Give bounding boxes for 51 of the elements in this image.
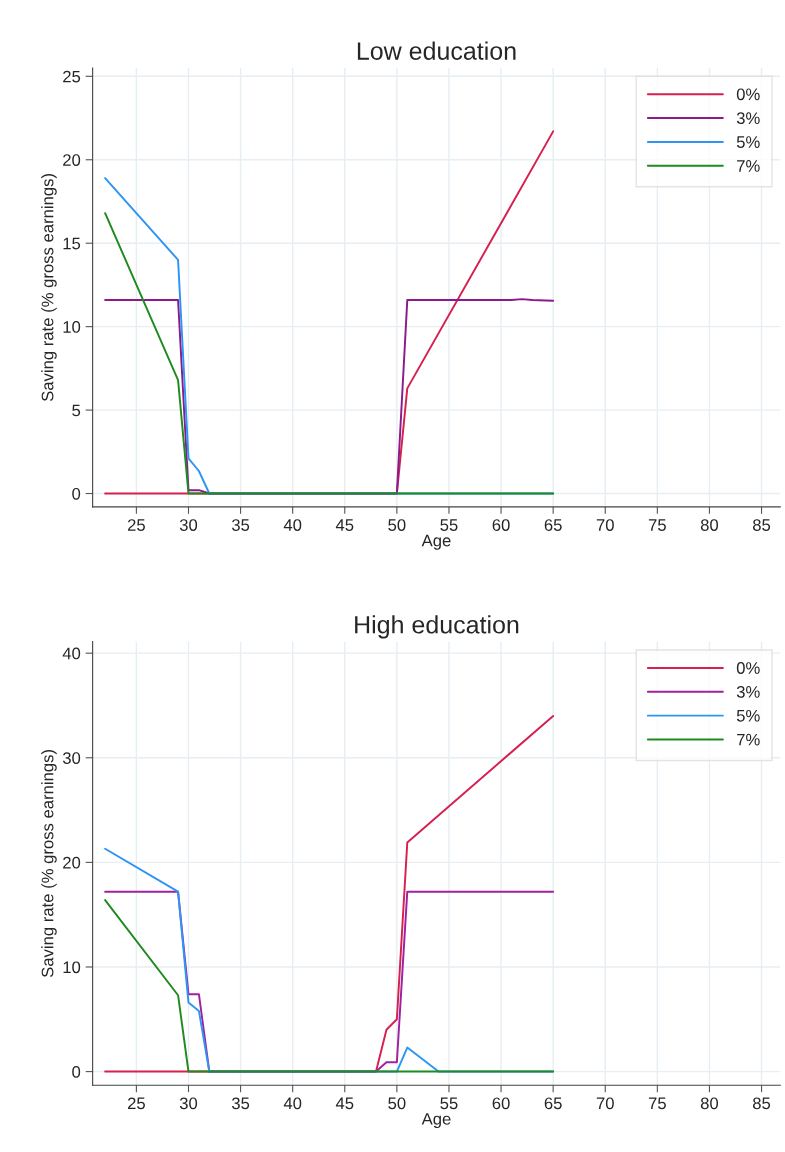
y-tick-label: 10	[63, 321, 81, 333]
y-tick-label: 40	[62, 647, 81, 660]
chart-title: High education	[355, 615, 519, 639]
y-tick-label: 25	[63, 70, 81, 83]
y-tick-label: 5	[72, 404, 81, 417]
y-tick-label: 0	[72, 487, 81, 500]
legend-label: 7%	[737, 160, 760, 172]
x-tick-label: 60	[492, 519, 510, 531]
legend-label: 0%	[736, 662, 760, 674]
x-tick-label: 45	[335, 1097, 354, 1110]
x-tick-label: 70	[596, 1097, 614, 1110]
legend-label: 5%	[736, 709, 760, 722]
x-tick-label: 85	[752, 1097, 771, 1110]
x-tick-label: 65	[544, 519, 562, 531]
x-tick-label: 45	[335, 519, 354, 531]
y-axis-title: Saving rate (% gross earnings)	[41, 174, 57, 402]
x-axis-title: Age	[421, 534, 451, 550]
x-tick-label: 60	[492, 1097, 510, 1110]
x-tick-label: 55	[440, 1097, 458, 1110]
x-tick-label: 65	[544, 1097, 562, 1110]
y-tick-label: 20	[63, 154, 81, 166]
x-tick-label: 70	[596, 519, 614, 531]
y-tick-label: 30	[62, 752, 81, 764]
x-tick-label: 30	[179, 1097, 198, 1110]
x-tick-label: 30	[179, 519, 198, 531]
x-tick-label: 35	[231, 519, 250, 531]
legend-label: 3%	[736, 112, 760, 125]
legend-label: 3%	[736, 685, 760, 698]
x-tick-label: 55	[440, 519, 458, 531]
x-tick-label: 25	[127, 519, 145, 531]
legend-label: 0%	[736, 88, 760, 101]
x-tick-label: 50	[388, 1097, 406, 1110]
x-axis-title: Age	[421, 1113, 451, 1129]
x-tick-label: 35	[231, 1097, 250, 1110]
x-tick-label: 40	[283, 519, 302, 531]
y-tick-label: 10	[63, 961, 81, 974]
y-tick-label: 0	[72, 1065, 81, 1078]
x-tick-label: 80	[700, 519, 719, 531]
x-tick-label: 75	[648, 1097, 666, 1110]
y-tick-label: 15	[63, 237, 81, 250]
x-tick-label: 80	[700, 1097, 719, 1110]
chart-title: Low education	[357, 41, 516, 60]
legend-label: 5%	[736, 136, 760, 148]
legend-label: 7%	[737, 733, 760, 746]
y-tick-label: 20	[63, 856, 81, 869]
x-tick-label: 75	[648, 519, 666, 531]
x-tick-label: 50	[388, 519, 406, 531]
x-tick-label: 85	[752, 519, 771, 531]
x-tick-label: 25	[127, 1097, 145, 1110]
x-tick-label: 40	[283, 1097, 302, 1110]
y-axis-title: Saving rate (% gross earnings)	[41, 750, 57, 978]
